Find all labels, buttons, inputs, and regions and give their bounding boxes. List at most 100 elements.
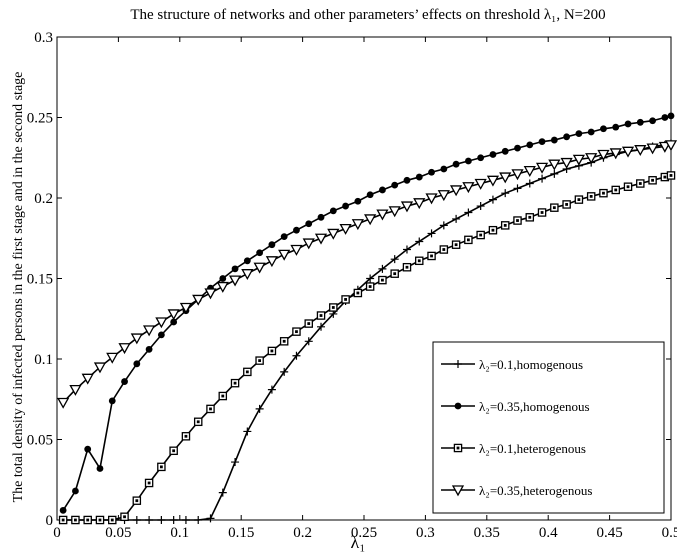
data-point bbox=[476, 202, 485, 211]
data-point-core bbox=[454, 243, 458, 247]
data-point bbox=[132, 516, 141, 524]
data-point bbox=[667, 112, 675, 120]
data-point-core bbox=[417, 259, 421, 263]
data-point bbox=[218, 488, 227, 497]
legend-marker bbox=[454, 360, 462, 368]
data-point bbox=[600, 125, 607, 133]
y-tick-label: 0.1 bbox=[34, 352, 53, 368]
data-point-core bbox=[393, 272, 397, 276]
data-point bbox=[572, 154, 586, 166]
data-point-core bbox=[442, 248, 446, 251]
data-point bbox=[121, 378, 128, 385]
data-point bbox=[538, 174, 547, 183]
data-point bbox=[477, 154, 485, 162]
data-point-core bbox=[123, 515, 126, 519]
data-point bbox=[609, 148, 622, 160]
legend-item: λ₂=0.35,heterogenous bbox=[441, 483, 592, 498]
data-point bbox=[305, 220, 313, 228]
y-tick-label: 0.25 bbox=[27, 111, 53, 127]
data-point bbox=[378, 264, 387, 273]
data-point-core bbox=[221, 394, 225, 398]
data-point bbox=[535, 162, 549, 174]
data-point bbox=[339, 223, 352, 235]
data-point bbox=[523, 165, 536, 177]
data-point bbox=[474, 178, 487, 190]
y-tick-label: 0.3 bbox=[34, 30, 53, 46]
data-point bbox=[265, 256, 279, 268]
data-point-core bbox=[614, 188, 618, 192]
data-point bbox=[427, 229, 436, 238]
data-point-core bbox=[209, 407, 212, 411]
data-point bbox=[462, 182, 475, 194]
data-point bbox=[167, 309, 180, 321]
legend-box bbox=[432, 341, 665, 514]
y-axis-label: The total density of infected persons in… bbox=[11, 72, 26, 503]
data-point bbox=[587, 128, 595, 136]
data-point bbox=[366, 274, 375, 283]
data-point-core bbox=[516, 219, 519, 222]
series-layer bbox=[57, 112, 677, 525]
data-point bbox=[489, 151, 497, 158]
data-point bbox=[253, 262, 266, 274]
legend: λ₂=0.1,homogenous λ₂=0.35,homogenous λ₂=0.… bbox=[432, 341, 665, 514]
series-3 bbox=[58, 171, 676, 525]
legend-marker-core bbox=[456, 446, 460, 450]
data-point bbox=[501, 189, 510, 198]
data-point-core bbox=[344, 298, 347, 301]
data-point bbox=[84, 445, 92, 453]
data-point bbox=[106, 352, 119, 364]
legend-item: λ₂=0.1,homogenous bbox=[441, 357, 583, 372]
data-point-core bbox=[565, 203, 569, 206]
data-point bbox=[563, 133, 571, 141]
data-point-core bbox=[172, 449, 176, 453]
data-point bbox=[133, 360, 141, 368]
data-point-core bbox=[74, 518, 77, 522]
x-axis-label: λ₁ bbox=[350, 532, 365, 552]
data-point-core bbox=[503, 223, 507, 227]
data-point-core bbox=[258, 359, 262, 363]
data-point bbox=[612, 123, 620, 131]
data-point bbox=[280, 233, 288, 241]
data-point bbox=[661, 114, 669, 121]
x-tick-label: 0.25 bbox=[351, 525, 377, 541]
data-point-core bbox=[368, 285, 372, 288]
x-tick-label: 0.45 bbox=[596, 525, 622, 541]
data-point bbox=[437, 190, 450, 202]
data-point-core bbox=[110, 518, 114, 522]
data-point bbox=[415, 173, 423, 181]
data-point bbox=[440, 165, 448, 173]
data-point-core bbox=[135, 499, 139, 503]
data-point bbox=[317, 213, 325, 221]
legend-marker bbox=[454, 402, 462, 410]
data-point bbox=[145, 345, 153, 353]
data-point bbox=[157, 516, 166, 524]
data-point bbox=[145, 516, 154, 524]
data-point-core bbox=[577, 198, 581, 202]
data-point bbox=[514, 144, 521, 152]
data-point-core bbox=[270, 349, 274, 353]
x-tick-label: 0.15 bbox=[228, 525, 254, 541]
data-point-core bbox=[295, 330, 298, 334]
data-point bbox=[449, 185, 463, 197]
data-point bbox=[415, 237, 424, 246]
data-point bbox=[170, 318, 178, 326]
legend-label: λ₂=0.1,homogenous bbox=[479, 357, 583, 372]
data-point bbox=[391, 181, 399, 189]
data-point bbox=[550, 136, 558, 144]
data-point bbox=[181, 516, 190, 524]
data-point-core bbox=[466, 238, 470, 242]
data-point-core bbox=[430, 254, 433, 258]
data-point bbox=[329, 207, 337, 215]
data-point bbox=[206, 514, 215, 523]
data-point bbox=[499, 172, 512, 184]
data-point bbox=[256, 249, 264, 257]
data-point bbox=[548, 159, 561, 171]
y-tick-label: 0.05 bbox=[27, 433, 53, 449]
data-point-core bbox=[159, 465, 163, 469]
data-point bbox=[241, 269, 254, 281]
data-point bbox=[317, 322, 326, 331]
data-point bbox=[428, 168, 435, 176]
data-point bbox=[194, 516, 203, 524]
data-point-core bbox=[381, 278, 384, 282]
